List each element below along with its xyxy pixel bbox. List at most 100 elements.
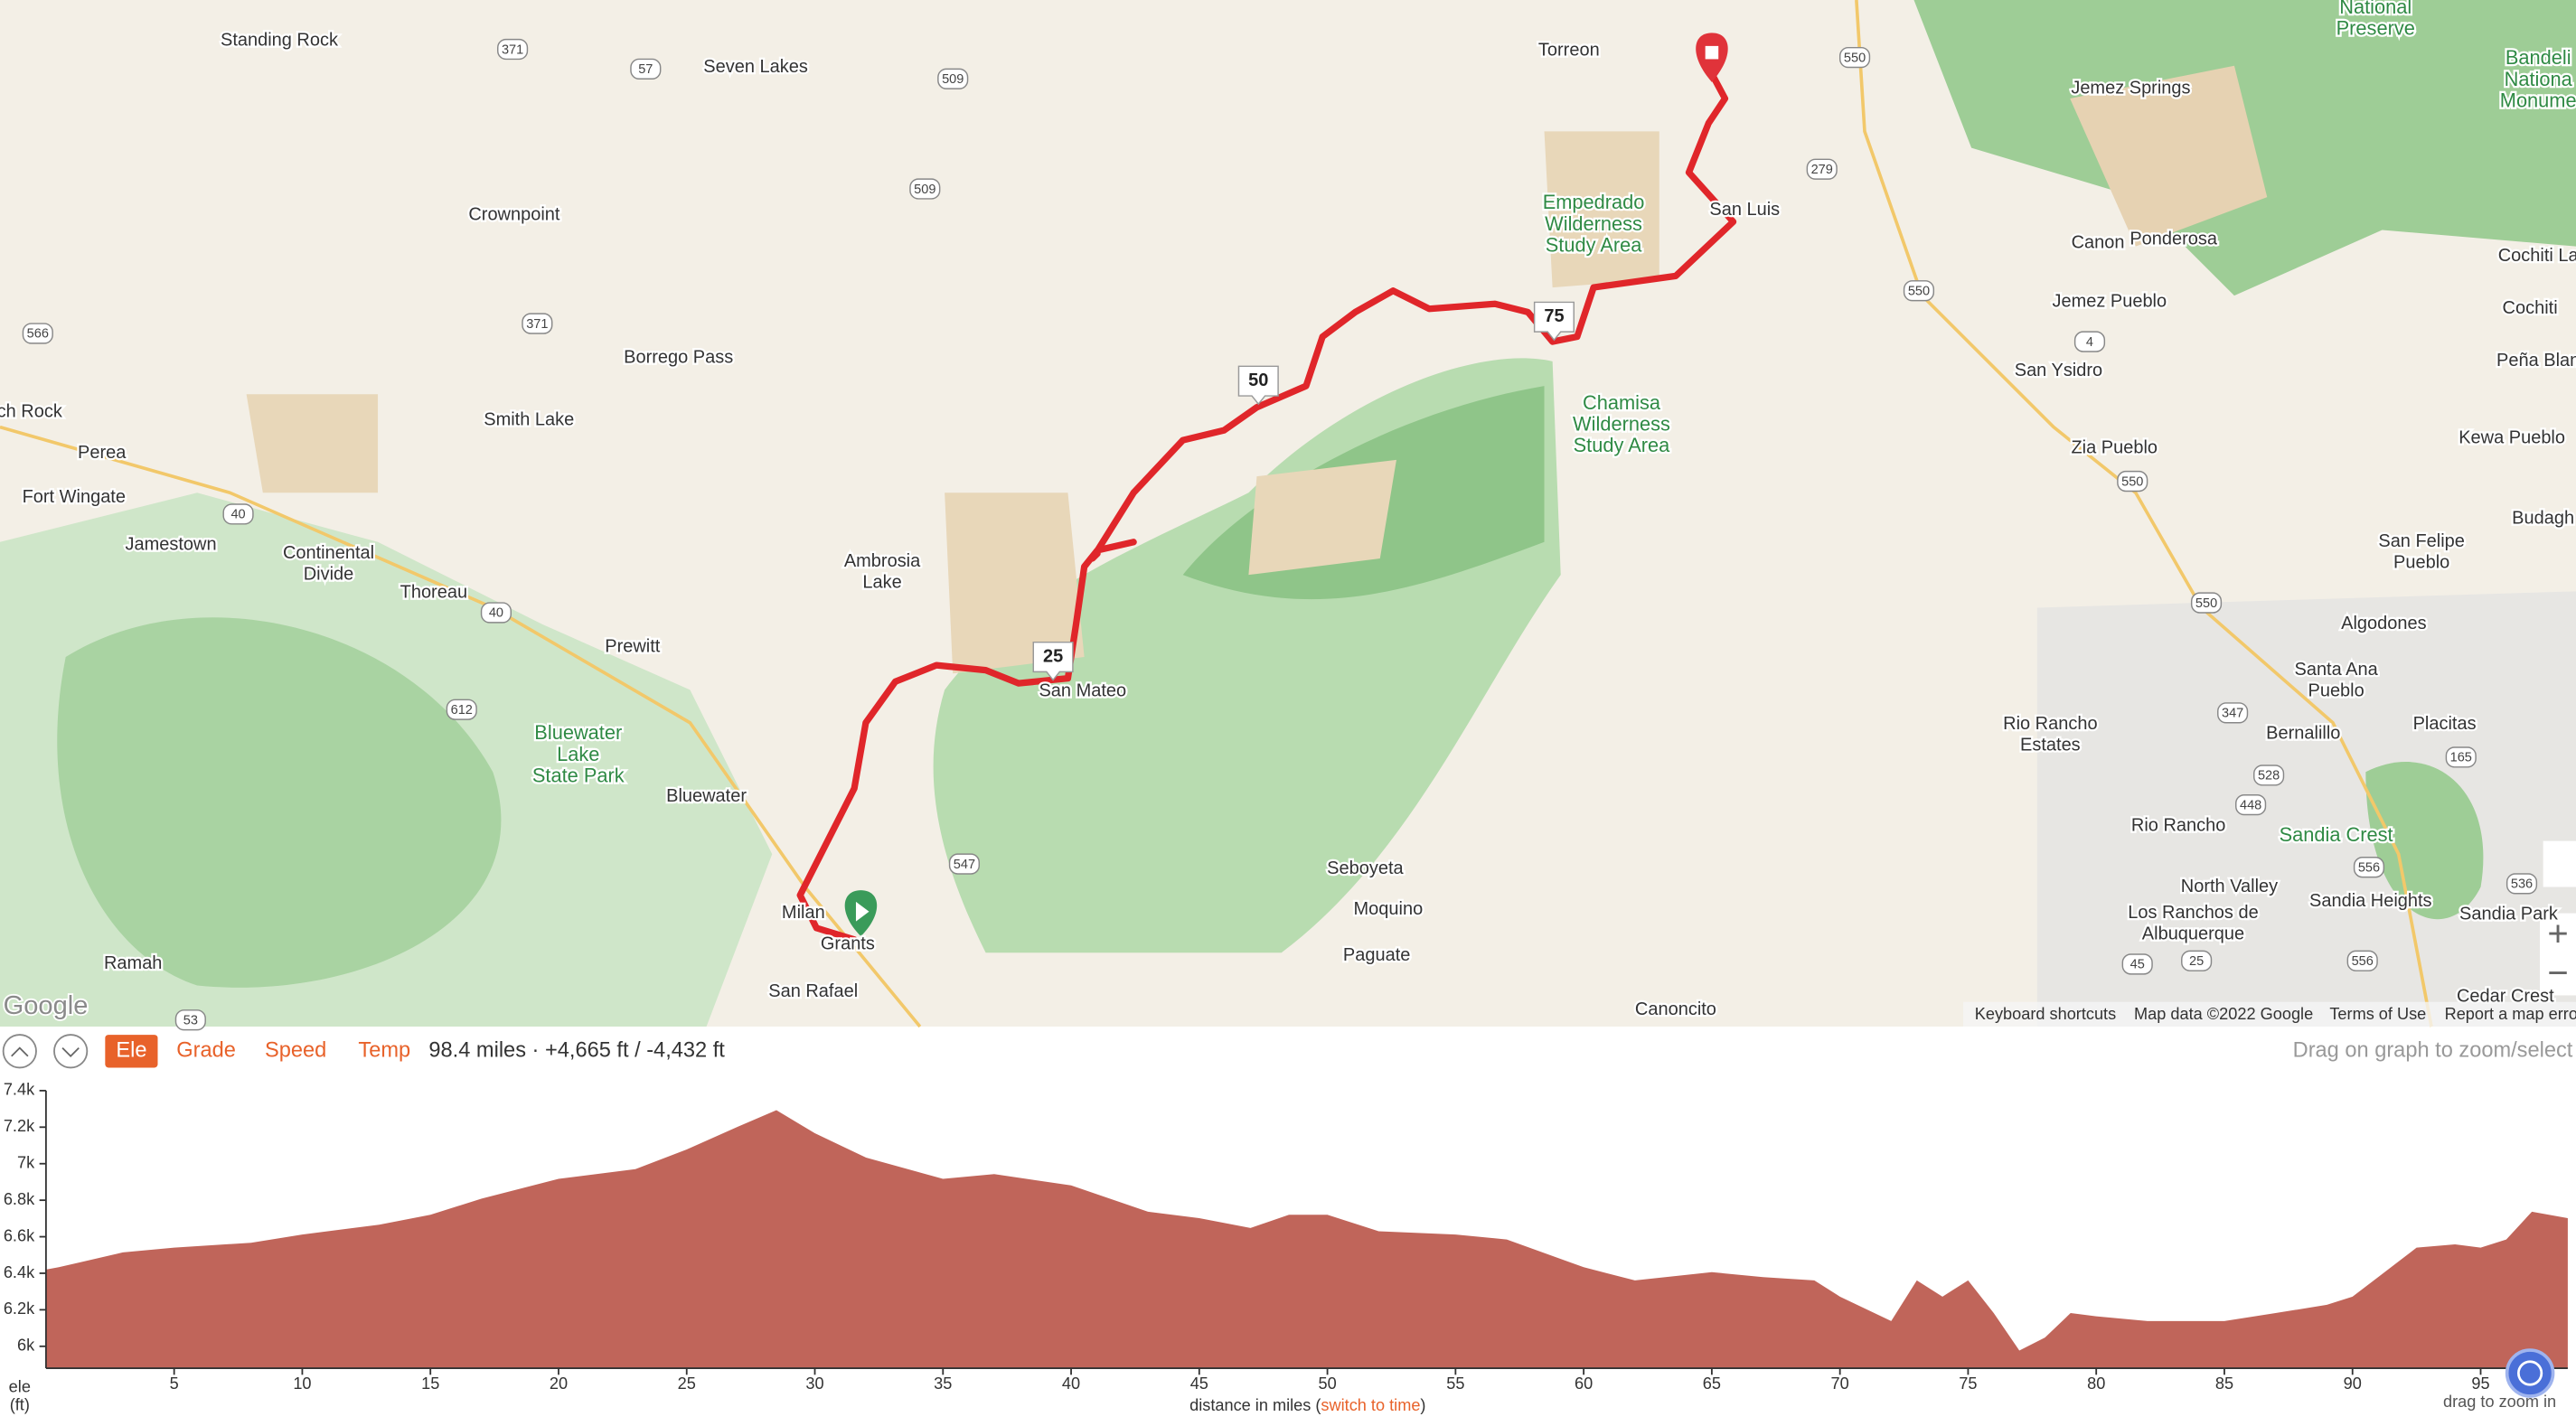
- forest: [2365, 762, 2484, 920]
- place-label: Perea: [78, 443, 127, 463]
- x-tick-label: 15: [421, 1374, 439, 1393]
- place-label: Prewitt: [605, 636, 661, 656]
- mile-marker-label: 50: [1248, 371, 1268, 390]
- place-label: Albuquerque: [2142, 924, 2244, 943]
- tab[interactable]: Speed: [265, 1038, 326, 1062]
- map-footer-link[interactable]: Keyboard shortcuts: [1975, 1005, 2116, 1023]
- place-label: Wilderness: [1573, 413, 1670, 436]
- place-label: Canon: [2072, 232, 2125, 252]
- place-label: Canoncito: [1635, 999, 1716, 1019]
- down-icon: [61, 1046, 80, 1058]
- street-view[interactable]: [2543, 840, 2576, 887]
- map-footer-link[interactable]: Terms of Use: [2329, 1005, 2426, 1023]
- road-number: 371: [526, 317, 548, 332]
- place-label: San Mateo: [1039, 680, 1126, 700]
- x-tick-label: 75: [1959, 1374, 1977, 1393]
- map-footer-link[interactable]: Map data ©2022 Google: [2134, 1005, 2313, 1023]
- place-label: Fort Wingate: [23, 487, 126, 507]
- highway: [1855, 0, 2433, 1027]
- road-shield: [2121, 953, 2153, 975]
- x-tick-label: 5: [170, 1374, 179, 1393]
- place-label: Divide: [304, 564, 354, 584]
- elevation-area: [45, 1110, 2568, 1369]
- zoom-in[interactable]: +: [2547, 915, 2568, 954]
- y-axis-label: (ft): [10, 1396, 30, 1414]
- tab[interactable]: Ele: [116, 1038, 146, 1062]
- x-tick-label: 55: [1446, 1374, 1464, 1393]
- place-label: Bernalillo: [2266, 724, 2340, 744]
- road-shield: [2235, 793, 2267, 816]
- tab[interactable]: Temp: [358, 1038, 410, 1062]
- place-label: Jemez Springs: [2071, 78, 2190, 98]
- place-label: Lake: [557, 743, 599, 765]
- road-shield: [2117, 470, 2148, 493]
- place-label: Sandia Heights: [2309, 891, 2432, 911]
- road-shield: [497, 38, 529, 61]
- place-label: Monume: [2500, 89, 2576, 111]
- x-tick-label: 80: [2087, 1374, 2105, 1393]
- place-label: Algodones: [2341, 614, 2426, 633]
- map-footer-link[interactable]: Report a map erro: [2445, 1005, 2576, 1023]
- place-label: Bluewater: [534, 721, 622, 744]
- place-label: Chamisa: [1583, 391, 1661, 414]
- road-shield: [480, 602, 512, 624]
- zoom-out[interactable]: −: [2547, 953, 2568, 993]
- road-number: 40: [230, 508, 245, 522]
- road-number: 550: [2121, 474, 2143, 489]
- place-label: Rio Rancho: [2131, 816, 2225, 836]
- route: [796, 70, 1737, 943]
- place-label: Crownpoint: [468, 204, 560, 224]
- road-number: 556: [2358, 860, 2380, 875]
- place-label: Sandia Park: [2459, 905, 2559, 924]
- collapse-button[interactable]: [2, 1034, 37, 1069]
- mile-marker: [1032, 641, 1074, 681]
- road-shield: [174, 1009, 206, 1031]
- google-logo: Google: [4, 991, 89, 1020]
- road-number: 550: [1844, 51, 1866, 65]
- place-label: Preserve: [2336, 16, 2415, 39]
- road-number: 556: [2352, 954, 2374, 969]
- road-number: 528: [2258, 769, 2280, 783]
- place-label: Ponderosa: [2129, 230, 2218, 249]
- switch-link[interactable]: switch to time: [1321, 1396, 1420, 1414]
- place-label: Seboyeta: [1327, 858, 1404, 878]
- place-label: San Ysidro: [2015, 361, 2102, 380]
- map: [0, 0, 2576, 1028]
- help-button[interactable]: [2505, 1348, 2555, 1398]
- place-label: Bluewater: [666, 786, 747, 806]
- y-tick-label: 6.8k: [4, 1190, 35, 1208]
- x-tick-label: 35: [934, 1374, 952, 1393]
- road-shield: [2346, 950, 2378, 971]
- road-shield: [222, 503, 254, 525]
- y-tick-label: 7.2k: [4, 1117, 35, 1135]
- road-number: 566: [27, 327, 49, 342]
- expand-button[interactable]: [53, 1034, 89, 1069]
- place-label: Los Ranchos de: [2128, 903, 2258, 923]
- start-icon: [855, 901, 870, 922]
- y-tick-label: 6.6k: [4, 1226, 35, 1244]
- place-label: Thoreau: [400, 582, 467, 602]
- road-shield: [2217, 702, 2249, 724]
- graph-hint: Drag on graph to zoom/select: [2293, 1038, 2573, 1062]
- place-label: Cochiti La: [2498, 246, 2576, 266]
- x-tick-label: 60: [1575, 1374, 1593, 1393]
- y-axis-label: ele: [9, 1378, 31, 1396]
- mile-marker-label: 25: [1043, 646, 1063, 666]
- road-number: 371: [502, 42, 523, 57]
- x-tick-label: 25: [678, 1374, 696, 1393]
- toolbar: [2, 1034, 89, 1069]
- road-shield: [446, 699, 477, 720]
- place-label: Study Area: [1546, 233, 1643, 256]
- place-label: Peña Blan: [2496, 351, 2576, 371]
- road-number: 612: [451, 703, 473, 718]
- tab[interactable]: Grade: [176, 1038, 236, 1062]
- x-tick-label: 45: [1190, 1374, 1208, 1393]
- forest: [57, 617, 502, 988]
- place-label: Empedrado: [1543, 191, 1645, 213]
- road-shield: [2181, 950, 2213, 971]
- place-label: Placitas: [2413, 714, 2477, 734]
- place-label: Smith Lake: [484, 410, 574, 430]
- place-label: Ambrosia: [844, 551, 921, 571]
- place-label: Study Area: [1574, 434, 1671, 456]
